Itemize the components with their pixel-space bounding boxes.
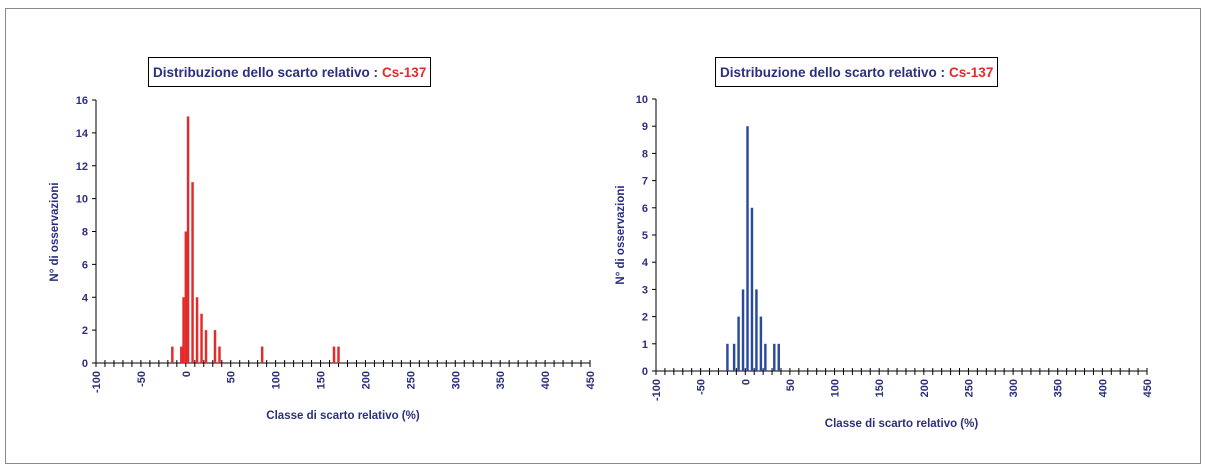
y-tick-label: 2 bbox=[82, 325, 88, 337]
bar bbox=[182, 297, 185, 363]
x-tick-label: 450 bbox=[585, 371, 597, 389]
chart-panel-right: 0 1 2 3 4 5 6 7 8 9 10 -100 -50 0 50 100 150 200 250 300 350… bbox=[599, 8, 1195, 464]
y-tick-label: 6 bbox=[642, 203, 648, 215]
x-tick-label: 0 bbox=[740, 379, 752, 385]
y-tick-label: 2 bbox=[642, 312, 648, 324]
x-tick-label: -50 bbox=[136, 371, 148, 387]
bar bbox=[726, 343, 729, 371]
bar bbox=[218, 346, 221, 363]
y-tick-label: 8 bbox=[82, 227, 88, 239]
x-tick-label: -100 bbox=[651, 379, 663, 401]
x-tick-label: 250 bbox=[405, 371, 417, 389]
bar bbox=[337, 346, 340, 363]
chart-title: Distribuzione dello scarto relativo : Cs… bbox=[148, 57, 432, 87]
x-tick-label: 350 bbox=[495, 371, 507, 389]
y-tick-label: 1 bbox=[642, 339, 648, 351]
bar bbox=[773, 343, 776, 371]
chart-title-nuclide: Cs-137 bbox=[382, 64, 427, 80]
chart-left-plot: 0 2 4 6 8 10 12 14 16 -100 -50 0 50 100 150 200 250 300 35… bbox=[76, 95, 597, 393]
bar bbox=[186, 116, 190, 363]
x-tick-label: 50 bbox=[785, 379, 797, 391]
bar bbox=[213, 330, 217, 363]
x-axis-label: Classe di scarto relativo (%) bbox=[266, 410, 420, 422]
bar bbox=[195, 297, 199, 363]
x-tick-label: -50 bbox=[696, 379, 708, 395]
y-tick-label: 3 bbox=[642, 284, 648, 296]
x-tick-label: -100 bbox=[91, 371, 103, 393]
x-tick-label: 200 bbox=[919, 379, 931, 397]
y-tick-label: 5 bbox=[642, 230, 648, 242]
x-tick-label: 100 bbox=[830, 379, 842, 397]
y-tick-label: 16 bbox=[76, 95, 88, 107]
y-tick-label: 0 bbox=[642, 366, 648, 378]
y-axis-label: N° di osservazioni bbox=[615, 185, 627, 285]
bar bbox=[332, 346, 336, 363]
y-tick-label: 9 bbox=[642, 121, 648, 133]
bar bbox=[737, 316, 740, 371]
y-tick-label: 4 bbox=[82, 292, 89, 304]
chart-title-text: Distribuzione dello scarto relativo : bbox=[153, 64, 379, 80]
bar bbox=[750, 207, 754, 371]
y-tick-label: 6 bbox=[82, 259, 88, 271]
bar bbox=[180, 346, 183, 363]
chart-title-nuclide: Cs-137 bbox=[949, 64, 994, 80]
bar bbox=[764, 343, 767, 371]
bar bbox=[200, 313, 203, 363]
x-tick-label: 300 bbox=[1008, 379, 1020, 397]
y-tick-label: 14 bbox=[76, 128, 89, 140]
bar bbox=[777, 343, 780, 371]
x-tick-label: 100 bbox=[271, 371, 283, 389]
y-tick-label: 7 bbox=[642, 176, 648, 188]
y-tick-label: 12 bbox=[76, 161, 88, 173]
bar bbox=[746, 126, 749, 371]
x-tick-label: 450 bbox=[1142, 379, 1154, 397]
bar bbox=[741, 289, 745, 371]
bar bbox=[755, 289, 758, 371]
chart-right-plot: 0 1 2 3 4 5 6 7 8 9 10 -100 -50 0 50 100 150 200 250 300 350… bbox=[636, 94, 1154, 401]
chart-title-text: Distribuzione dello scarto relativo : bbox=[720, 64, 946, 80]
y-tick-label: 10 bbox=[76, 194, 88, 206]
y-tick-label: 10 bbox=[636, 94, 648, 106]
x-tick-label: 300 bbox=[450, 371, 462, 389]
bar bbox=[260, 346, 264, 363]
bar bbox=[759, 316, 763, 371]
x-tick-label: 150 bbox=[874, 379, 886, 397]
bar bbox=[184, 231, 188, 363]
chart-panel-left: 0 2 4 6 8 10 12 14 16 -100 -50 0 50 100 150 200 250 300 35… bbox=[5, 8, 601, 464]
y-tick-label: 8 bbox=[642, 148, 648, 160]
bar bbox=[732, 343, 736, 371]
y-tick-label: 0 bbox=[82, 358, 88, 370]
x-tick-label: 50 bbox=[226, 371, 238, 383]
y-axis-label: N° di osservazioni bbox=[49, 181, 61, 282]
x-tick-label: 400 bbox=[1097, 379, 1109, 397]
x-tick-label: 250 bbox=[963, 379, 975, 397]
x-tick-label: 0 bbox=[181, 371, 193, 377]
x-tick-label: 200 bbox=[360, 371, 372, 389]
bar bbox=[204, 330, 208, 363]
x-axis-label: Classe di scarto relativo (%) bbox=[824, 418, 979, 430]
y-tick-label: 4 bbox=[642, 257, 649, 269]
bar bbox=[171, 346, 174, 363]
x-tick-label: 350 bbox=[1053, 379, 1065, 397]
x-tick-label: 150 bbox=[316, 371, 328, 389]
bar bbox=[191, 182, 194, 363]
x-tick-label: 400 bbox=[540, 371, 552, 389]
chart-title: Distribuzione dello scarto relativo : Cs… bbox=[715, 57, 999, 87]
